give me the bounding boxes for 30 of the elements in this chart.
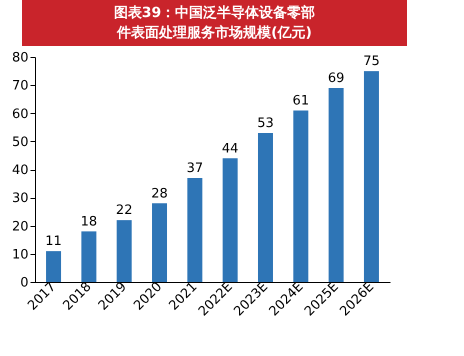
y-tick-label: 70	[12, 78, 28, 94]
bar	[46, 251, 62, 282]
bar	[81, 231, 96, 282]
bar	[328, 88, 344, 282]
data-label: 69	[328, 70, 344, 86]
bar	[364, 71, 379, 282]
data-label: 28	[151, 186, 168, 202]
y-tick-label: 20	[12, 219, 28, 234]
bar	[152, 203, 168, 282]
y-tick-label: 10	[12, 247, 28, 262]
bar	[116, 220, 132, 282]
y-tick-label: 40	[12, 163, 28, 178]
data-label: 37	[186, 160, 204, 176]
data-label: 44	[222, 141, 238, 156]
data-label: 18	[80, 214, 98, 230]
bar	[187, 178, 202, 282]
y-tick-label: 50	[12, 134, 28, 150]
data-label: 11	[45, 234, 62, 250]
bar	[222, 158, 238, 282]
bar	[258, 132, 273, 282]
chart-title: 图表39：中国泛半导体设备零部件表面处理服务市场规模(亿元)	[112, 4, 316, 43]
data-label: 61	[292, 93, 310, 108]
bar	[293, 110, 308, 282]
y-tick-label: 0	[20, 276, 28, 290]
data-label: 22	[116, 203, 132, 218]
y-tick-label: 30	[12, 191, 28, 206]
data-label: 75	[363, 54, 380, 70]
data-label: 53	[257, 116, 274, 131]
y-tick-label: 80	[12, 50, 28, 66]
y-tick-label: 60	[12, 106, 28, 122]
